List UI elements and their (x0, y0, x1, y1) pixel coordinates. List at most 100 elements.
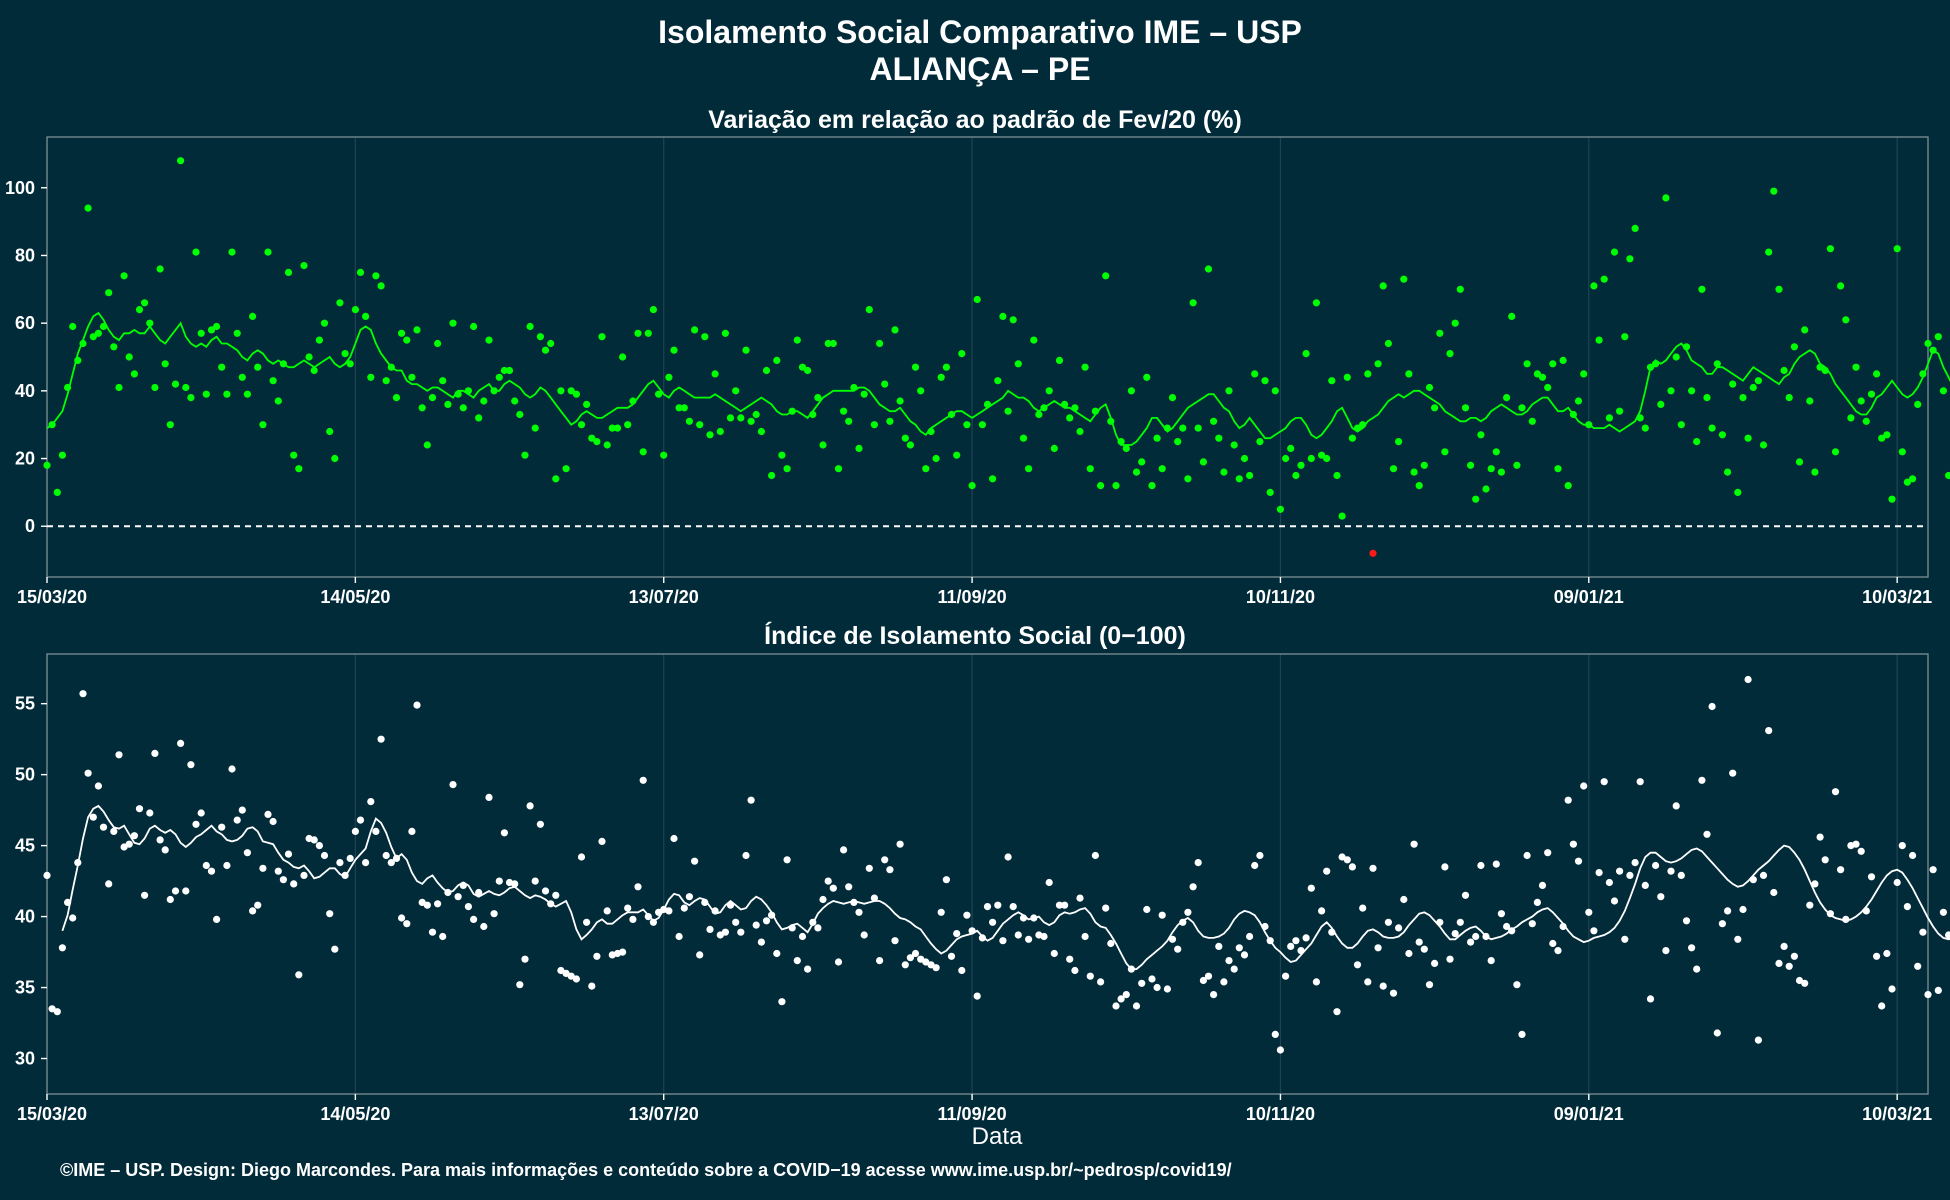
data-point (351, 306, 359, 314)
data-point (1102, 272, 1110, 280)
data-point (783, 465, 791, 473)
data-point (1765, 248, 1773, 256)
data-point (1168, 394, 1177, 402)
data-point (552, 891, 560, 899)
data-point (156, 265, 164, 273)
data-point (99, 823, 108, 831)
data-point (1657, 893, 1665, 901)
data-point (1508, 927, 1516, 935)
data-point (742, 851, 750, 860)
data-point (1333, 1008, 1341, 1016)
data-point (1749, 383, 1757, 392)
data-point (1867, 390, 1876, 398)
data-point (223, 390, 231, 398)
data-point (1739, 905, 1747, 914)
data-point (1364, 978, 1372, 986)
data-point (1127, 387, 1135, 395)
data-point (1775, 959, 1783, 968)
data-point (1909, 475, 1917, 483)
data-point (1174, 438, 1182, 446)
data-point (1384, 918, 1392, 926)
data-point (1251, 370, 1259, 378)
y-tick-label: 35 (15, 978, 35, 998)
data-point (84, 204, 92, 212)
data-point (166, 895, 174, 904)
data-point (1893, 245, 1901, 253)
data-point (1590, 927, 1598, 935)
data-point (1050, 949, 1058, 958)
data-point (464, 903, 472, 911)
x-tick-label: 10/11/20 (1246, 1104, 1315, 1124)
data-point (1348, 434, 1356, 442)
data-point (362, 312, 370, 320)
data-point (732, 918, 740, 926)
data-point (1374, 360, 1382, 368)
data-point (1939, 387, 1947, 395)
data-point (1780, 942, 1788, 951)
data-point (814, 394, 822, 402)
data-point (1287, 444, 1295, 452)
data-point (773, 949, 781, 958)
data-point (1153, 983, 1161, 992)
data-point (1405, 949, 1413, 958)
data-point (1739, 394, 1747, 402)
data-point (1898, 842, 1906, 850)
data-point (213, 915, 221, 924)
data-point (1179, 918, 1187, 926)
data-point (1667, 867, 1675, 875)
data-point (1302, 350, 1310, 358)
data-point (1215, 434, 1223, 442)
data-point (130, 370, 138, 378)
data-point (1713, 1029, 1721, 1037)
data-point (1646, 995, 1655, 1003)
data-point (1153, 434, 1161, 442)
data-point (1816, 833, 1824, 841)
data-point (1759, 441, 1768, 449)
data-point (279, 876, 287, 884)
data-point (1055, 356, 1064, 364)
data-point (1513, 461, 1521, 469)
data-point (1276, 1046, 1284, 1054)
data-point (135, 805, 144, 813)
data-point (881, 856, 889, 864)
data-point (619, 948, 627, 956)
panel-bottom-title: Índice de Isolamento Social (0−100) (764, 621, 1186, 650)
data-point (809, 918, 817, 926)
data-point (1924, 991, 1932, 999)
data-point (629, 915, 637, 924)
data-point (372, 272, 380, 280)
data-point (603, 907, 611, 915)
data-point (1857, 847, 1865, 855)
data-point (1389, 989, 1398, 997)
data-point (1359, 904, 1367, 912)
data-point (207, 867, 216, 875)
data-point (1446, 350, 1454, 358)
data-point (1806, 397, 1814, 405)
data-point (1749, 876, 1757, 884)
data-point (629, 397, 637, 405)
data-point (48, 421, 56, 429)
data-point (1847, 414, 1855, 422)
data-point (192, 248, 200, 256)
data-point (845, 417, 853, 425)
data-point (850, 383, 858, 392)
data-point (1348, 863, 1356, 871)
data-point (1261, 377, 1269, 385)
data-point (125, 353, 133, 361)
data-point (906, 441, 915, 449)
data-point (521, 451, 529, 459)
data-point (1318, 907, 1326, 915)
data-point (1641, 881, 1649, 890)
panel-bottom-plot: 30 35 40 45 50 55 15/03/20 14/05/20 13/07/20 11/0… (15, 653, 1950, 1124)
data-point (444, 888, 452, 897)
data-point (1831, 788, 1840, 796)
data-point (850, 898, 858, 907)
data-point (1338, 512, 1346, 520)
data-point (1410, 468, 1418, 476)
data-point (1210, 417, 1218, 425)
data-point (788, 407, 796, 415)
data-point (1302, 934, 1310, 942)
data-point (1816, 363, 1824, 371)
data-point (1698, 285, 1706, 293)
